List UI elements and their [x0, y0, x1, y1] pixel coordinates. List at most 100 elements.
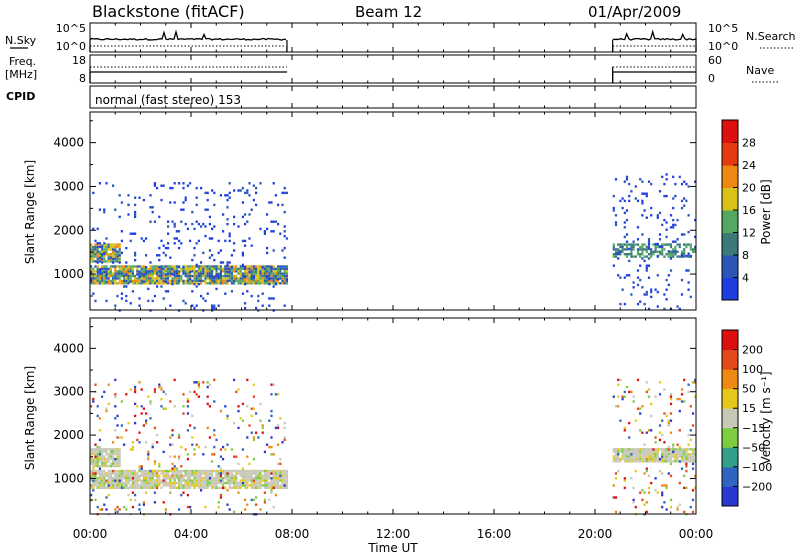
- range-cell: [164, 273, 167, 276]
- range-cell: [204, 474, 207, 477]
- range-cell: [261, 424, 264, 427]
- range-cell: [647, 245, 651, 249]
- range-cell: [173, 405, 176, 408]
- range-cell: [239, 472, 242, 475]
- range-cell: [178, 484, 181, 487]
- range-cell: [244, 244, 247, 247]
- range-cell: [131, 448, 134, 451]
- range-tick-label: 4000: [53, 341, 84, 355]
- range-cell: [235, 267, 238, 271]
- range-cell: [676, 443, 679, 446]
- range-cell: [114, 484, 117, 487]
- range-cell: [160, 279, 163, 283]
- range-cell: [112, 464, 115, 468]
- range-cell: [103, 277, 106, 280]
- range-cell: [277, 424, 280, 427]
- range-cell: [680, 253, 684, 256]
- range-cell: [270, 279, 273, 283]
- range-cell: [652, 253, 655, 256]
- range-cell: [189, 267, 192, 271]
- range-cell: [230, 448, 233, 451]
- range-cell: [672, 450, 675, 454]
- range-cell: [140, 274, 143, 278]
- range-cell: [107, 469, 110, 473]
- range-tick-label: 4000: [53, 136, 84, 150]
- range-cell: [647, 450, 651, 453]
- range-cell: [138, 272, 141, 275]
- range-cell: [112, 448, 115, 451]
- range-cell: [625, 460, 629, 463]
- range-cell: [107, 448, 110, 451]
- range-cell: [237, 484, 240, 487]
- range-cell: [173, 472, 176, 475]
- range-cell: [617, 455, 620, 458]
- range-cell: [691, 455, 695, 458]
- range-cell: [277, 479, 280, 482]
- range-cell: [142, 407, 145, 410]
- range-cell: [694, 235, 697, 239]
- range-cell: [226, 261, 229, 264]
- range-cell: [195, 186, 198, 190]
- range-cell: [261, 277, 264, 280]
- range-cell: [612, 455, 615, 458]
- range-cell: [680, 450, 684, 453]
- range-cell: [96, 279, 99, 283]
- range-cell: [641, 253, 644, 256]
- range-cell: [678, 245, 681, 249]
- range-cell: [691, 412, 695, 415]
- range-cell: [90, 472, 93, 475]
- range-cell: [125, 294, 128, 298]
- range-cell: [694, 218, 697, 222]
- range-cell: [612, 255, 615, 258]
- range-cell: [217, 469, 220, 473]
- range-cell: [623, 452, 626, 456]
- range-cell: [120, 472, 123, 475]
- range-cell: [274, 493, 277, 497]
- range-cell: [189, 469, 192, 473]
- range-cell: [160, 385, 163, 389]
- range-cell: [257, 282, 260, 285]
- range-cell: [127, 469, 130, 473]
- range-cell: [623, 243, 626, 246]
- range-cell: [650, 248, 653, 251]
- range-cell: [272, 474, 275, 478]
- range-cell: [680, 250, 684, 253]
- range-cell: [98, 445, 101, 449]
- range-cell: [173, 201, 176, 204]
- range-cell: [241, 267, 244, 271]
- range-cell: [219, 272, 222, 275]
- colorbar-swatch: [722, 330, 738, 351]
- range-cell: [687, 288, 690, 291]
- range-cell: [663, 243, 666, 246]
- range-cell: [244, 275, 247, 279]
- range-cell: [658, 233, 662, 236]
- freq-left-label: Freq.: [9, 55, 36, 68]
- range-cell: [281, 469, 284, 473]
- range-cell: [107, 472, 110, 475]
- range-cell: [652, 450, 655, 453]
- range-cell: [217, 279, 220, 283]
- range-cell: [178, 474, 181, 477]
- range-cell: [145, 237, 148, 240]
- range-cell: [114, 479, 117, 482]
- range-cell: [230, 486, 233, 489]
- range-cell: [145, 479, 148, 482]
- range-cell: [116, 477, 119, 480]
- range-cell: [178, 270, 181, 273]
- range-cell: [228, 239, 231, 243]
- range-cell: [160, 272, 163, 275]
- range-cell: [255, 279, 258, 283]
- range-cell: [257, 469, 260, 473]
- range-cell: [118, 455, 121, 458]
- range-cell: [120, 279, 123, 283]
- range-cell: [663, 248, 666, 251]
- range-cell: [94, 457, 97, 461]
- range-cell: [654, 450, 657, 453]
- range-cell: [103, 253, 106, 256]
- range-cell: [266, 469, 269, 473]
- range-cell: [200, 282, 203, 285]
- range-cell: [680, 400, 684, 403]
- range-cell: [222, 282, 225, 285]
- range-cell: [189, 182, 192, 185]
- range-cell: [96, 414, 99, 418]
